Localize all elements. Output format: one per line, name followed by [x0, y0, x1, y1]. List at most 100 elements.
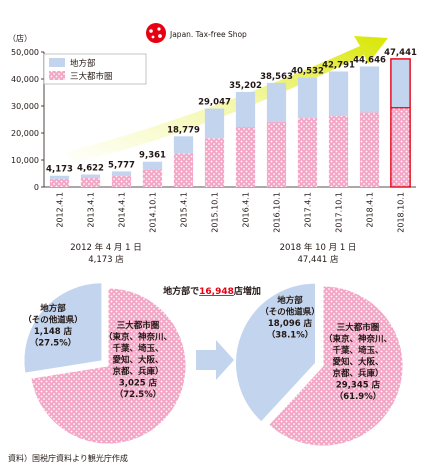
legend-label-metro: 三大都市圏: [70, 71, 113, 82]
bar-total-label: 38,563: [260, 72, 293, 82]
pie-2012-subtitle: 4,173 店: [88, 254, 124, 265]
pie-label-metro-line: 千葉、埼玉、: [332, 345, 383, 356]
legend: 地方部 三大都市圏: [43, 53, 147, 85]
pie-label-metro-line: 三大都市圏: [337, 322, 380, 333]
pie-label-metro: 三大都市圏（東京、神奈川、千葉、埼玉、愛知、大阪、京都、兵庫） 3,025 店（7…: [104, 320, 172, 400]
pie-2018: 三大都市圏（東京、神奈川、千葉、埼玉、愛知、大阪、京都、兵庫） 29,345 店（…: [235, 282, 404, 447]
bar-metro: [328, 116, 349, 187]
pie-label-rural-line: 地方部: [40, 303, 66, 314]
bar-total-label: 42,791: [322, 60, 355, 70]
pie-label-metro-line: 三大都市圏: [117, 320, 160, 331]
pie-label-metro-line: 29,345 店: [336, 380, 381, 391]
legend-swatch-rural: [49, 58, 65, 67]
pie-label-metro-line: 愛知、大阪、: [332, 357, 383, 368]
bar-rural: [390, 58, 411, 108]
bar-metro: [266, 122, 287, 187]
bar-series: [49, 58, 411, 188]
pie-label-rural-line: （その他道県）: [23, 315, 83, 326]
bar-rural: [80, 174, 101, 179]
pie-2018-title: 2018 年 10 月 1 日: [280, 242, 357, 253]
x-tick-label: 2016.4.1: [242, 192, 251, 228]
bar-total-label: 40,532: [291, 67, 324, 77]
cherry-blossom-icon: [146, 23, 166, 43]
bar-rural: [235, 91, 256, 128]
bar-rural: [111, 171, 132, 176]
pie-label-rural-line: 地方部: [277, 295, 303, 306]
y-tick-label: 50,000: [11, 48, 39, 57]
bar-metro: [111, 175, 132, 187]
pie-label-metro-line: 京都、兵庫）: [332, 368, 383, 379]
bar-total-label: 4,173: [46, 165, 73, 175]
bar-metro: [204, 138, 225, 187]
pie-label-metro-line: （東京、神奈川、: [104, 332, 172, 343]
bar-metro: [80, 178, 101, 187]
legend-label-rural: 地方部: [70, 58, 96, 69]
pie-label-metro-line: 京都、兵庫）: [112, 366, 163, 377]
increase-note: 地方部で16,948店増加: [163, 285, 261, 297]
x-tick-label: 2017.10.1: [335, 192, 344, 233]
bar-metro: [390, 107, 411, 187]
x-tick-label: 2018.4.1: [366, 192, 375, 228]
bar-rural: [173, 136, 194, 154]
pie-label-metro-line: （72.5%）: [115, 389, 162, 400]
bar-rural: [204, 108, 225, 139]
bar-total-labels: 4,173 4,622 5,777 9,361 18,779 29,047 35,20238…: [46, 48, 417, 175]
y-tick-label: 10,000: [11, 156, 39, 165]
y-tick-label: 40,000: [11, 75, 39, 84]
bar-rural: [266, 82, 287, 123]
pie-label-rural-line: （その他道県）: [260, 307, 320, 318]
x-tick-label: 2016.10.1: [273, 192, 282, 233]
pie-label-metro-line: 愛知、大阪、: [112, 355, 163, 366]
bar-total-label: 35,202: [229, 81, 262, 91]
bar-rural: [142, 161, 163, 170]
bar-rural: [359, 66, 380, 113]
x-tick-label: 2012.4.1: [56, 192, 65, 228]
legend-swatch-metro: [49, 71, 65, 80]
x-axis-labels: 2012.4.1 2013.4.1 2014.4.1 2014.10.1 2015.4.…: [56, 192, 406, 233]
x-tick-label: 2015.4.1: [180, 192, 189, 228]
increase-note-suffix: 店増加: [234, 285, 261, 297]
bar-rural: [328, 71, 349, 117]
bar-total-label: 18,779: [167, 125, 200, 135]
y-tick-label: 0: [34, 183, 39, 192]
bar-metro: [49, 178, 70, 187]
y-axis: 0 10,000 20,000 30,000 40,000 50,000: [11, 48, 416, 192]
bar-total-label: 29,047: [198, 98, 231, 108]
pie-label-rural-line: 1,148 店: [34, 326, 73, 337]
pie-label-metro-line: 3,025 店: [119, 378, 158, 389]
pie-2012: 三大都市圏（東京、神奈川、千葉、埼玉、愛知、大阪、京都、兵庫） 3,025 店（7…: [23, 282, 187, 445]
pie-label-rural-line: 18,096 店: [268, 318, 313, 329]
bar-total-label: 9,361: [139, 151, 166, 161]
y-tick-label: 30,000: [11, 102, 39, 111]
pie-label-rural: 地方部（その他道県） 18,096 店（38.1%）: [260, 295, 320, 341]
bar-total-label: 47,441: [384, 48, 417, 58]
pie-label-metro: 三大都市圏（東京、神奈川、千葉、埼玉、愛知、大阪、京都、兵庫） 29,345 店（…: [324, 322, 392, 402]
pie-label-rural-line: （27.5%）: [30, 338, 77, 349]
logo: Japan. Tax-free Shop: [146, 23, 247, 43]
bar-total-label: 4,622: [77, 164, 104, 174]
pie-label-rural: 地方部（その他道県） 1,148 店（27.5%）: [23, 303, 83, 349]
source-note: 資料）国税庁資料より観光庁作成: [8, 453, 128, 463]
pie-2012-title: 2012 年 4 月 1 日: [70, 242, 141, 253]
logo-text: Japan. Tax-free Shop: [169, 30, 247, 39]
x-tick-label: 2013.4.1: [87, 192, 96, 228]
bar-metro: [359, 112, 380, 187]
pie-label-metro-line: （東京、神奈川、: [324, 334, 392, 345]
x-tick-label: 2014.10.1: [149, 192, 158, 233]
increase-note-prefix: 地方部で: [163, 285, 199, 297]
pie-label-metro-line: 千葉、埼玉、: [112, 343, 163, 354]
bar-metro: [297, 118, 318, 187]
bar-total-label: 44,646: [353, 55, 386, 65]
pie-label-rural-line: （38.1%）: [267, 330, 314, 341]
pie-slice-rural: [23, 282, 103, 374]
bar-highlight-frame: [390, 58, 411, 188]
bar-metro: [173, 153, 194, 187]
increase-note-number: 16,948: [199, 287, 234, 297]
pie-label-metro-line: （61.9%）: [335, 391, 382, 402]
x-tick-label: 2014.4.1: [118, 192, 127, 228]
bar-metro: [142, 169, 163, 187]
x-tick-label: 2018.10.1: [397, 192, 406, 233]
pie-slice-metro: [30, 287, 187, 445]
pie-slice-metro: [268, 285, 404, 447]
